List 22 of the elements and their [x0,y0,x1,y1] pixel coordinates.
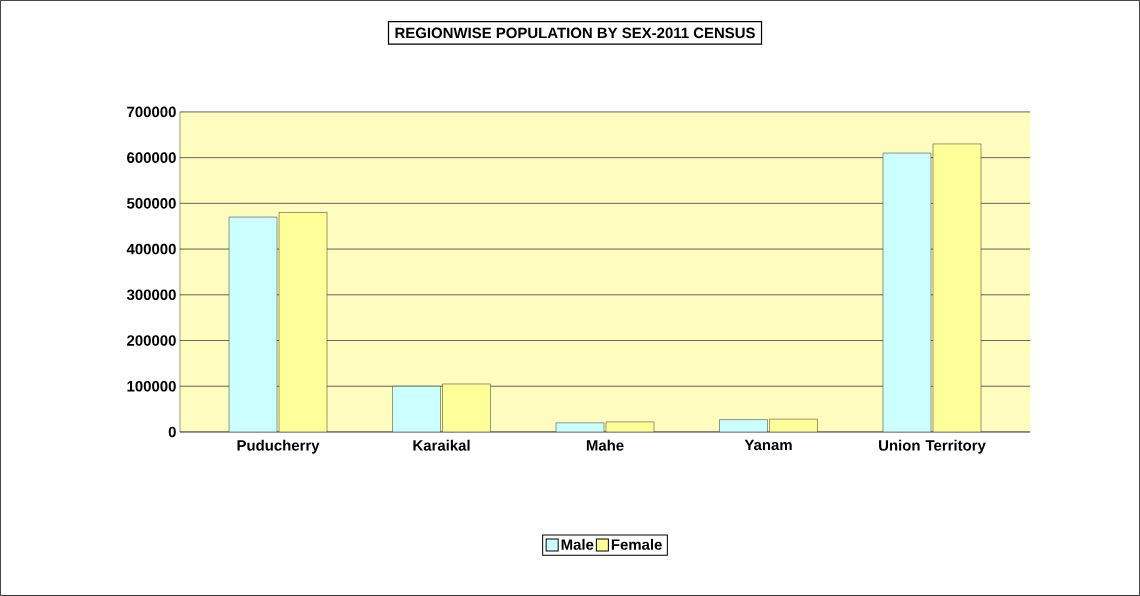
y-tick-label: 600000 [127,152,176,163]
y-tick-label: 300000 [126,289,176,301]
y-tick-label: 400000 [126,243,176,255]
bar [228,216,278,433]
x-tick-label: Puducherry [237,439,320,454]
bar [278,212,328,433]
y-tick-label: 500000 [127,198,176,209]
x-tick-label: Union Territory [879,439,986,454]
y-tick-label: 700000 [127,106,176,118]
y-tick-label: 200000 [127,335,176,346]
bar [932,143,982,433]
chart-title: REGIONWISE POPULATION BY SEX-2011 CENSUS [395,27,755,39]
bar [442,383,491,433]
bar [882,152,932,433]
y-tick-label: 100000 [127,380,176,392]
x-tick-label: Yanam [744,439,792,451]
bar [392,386,441,433]
y-tick-label: 0 [168,426,176,438]
legend-label: Female [611,538,662,550]
x-tick-label: Karaikal [413,439,470,451]
x-tick-label: Mahe [586,439,624,451]
legend-label: Male [561,538,594,550]
